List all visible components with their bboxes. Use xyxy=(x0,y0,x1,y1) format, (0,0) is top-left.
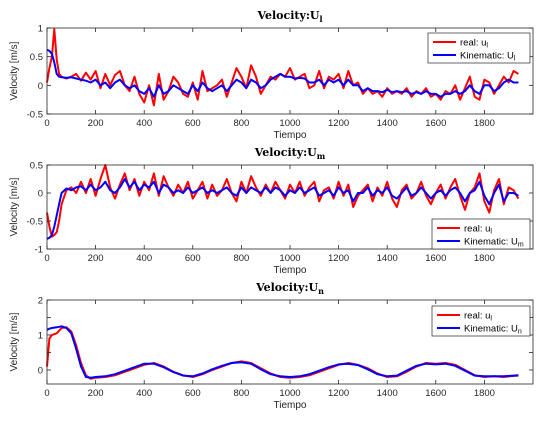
y-tick-label: 0 xyxy=(38,366,43,377)
y-tick-label: 0.5 xyxy=(30,52,43,63)
y-tick-label: -0.5 xyxy=(27,217,43,228)
x-axis-label: Tiempo xyxy=(274,265,307,276)
x-tick-label: 1800 xyxy=(474,253,495,264)
chart-title: Velocity:Un xyxy=(255,281,324,296)
y-tick-label: 0.5 xyxy=(30,161,43,172)
chart-1: 0 200 400 600 800 1000 1200 1400 1600 1800-0.500.… xyxy=(9,9,534,141)
y-axis-label: Velocity [m/s] xyxy=(9,41,20,100)
x-tick-label: 0 xyxy=(44,253,49,264)
x-tick-label: 800 xyxy=(233,118,249,129)
chart-title: Velocity:Um xyxy=(254,146,326,161)
x-tick-label: 800 xyxy=(233,253,249,264)
legend-label: Kinematic: Um xyxy=(464,237,524,249)
x-tick-label: 1600 xyxy=(425,118,446,129)
x-tick-label: 200 xyxy=(88,253,104,264)
series-line-real xyxy=(46,164,520,238)
y-tick-label: -0.5 xyxy=(27,110,43,121)
x-tick-label: 1200 xyxy=(328,118,349,129)
x-tick-label: 1000 xyxy=(279,118,300,129)
x-tick-label: 1200 xyxy=(328,253,349,264)
x-tick-label: 400 xyxy=(136,253,152,264)
y-tick-label: 2 xyxy=(38,296,43,307)
x-tick-label: 0 xyxy=(44,388,49,399)
y-tick-label: 0 xyxy=(38,189,43,200)
series-line-kinematic xyxy=(46,325,519,379)
x-tick-label: 200 xyxy=(88,388,104,399)
x-tick-label: 600 xyxy=(185,118,201,129)
x-tick-label: 200 xyxy=(88,118,104,129)
legend-label: real: ul xyxy=(464,311,492,323)
chart-2: 0 200 400 600 800 1000 1200 1400 1600 1800 -1 -0.5 0… xyxy=(9,146,534,276)
y-tick-label: -1 xyxy=(35,245,43,256)
x-axis-label: Tiempo xyxy=(274,130,307,141)
y-tick-label: 0 xyxy=(38,81,43,92)
x-tick-label: 1600 xyxy=(425,388,446,399)
chart-title: Velocity:Ul xyxy=(256,9,322,24)
x-tick-label: 800 xyxy=(233,388,249,399)
legend-box xyxy=(431,305,531,337)
legend-label: real: ul xyxy=(460,38,488,50)
y-axis-label: Velocity [m/s] xyxy=(9,312,20,371)
y-axis-label: Velocity [m/s] xyxy=(9,177,20,236)
x-axis-label: Tiempo xyxy=(274,400,307,411)
x-tick-label: 600 xyxy=(185,253,201,264)
x-tick-label: 1000 xyxy=(279,253,300,264)
x-tick-label: 600 xyxy=(185,388,201,399)
y-tick-label: 1 xyxy=(38,331,43,342)
y-tick-label: 1 xyxy=(38,24,43,35)
x-tick-label: 1200 xyxy=(328,388,349,399)
chart-3: 0 200 400 600 800 1000 1200 1400 1600 1800 0 1 2 Velo… xyxy=(9,281,534,411)
legend-box xyxy=(427,32,531,64)
x-tick-label: 1400 xyxy=(377,253,398,264)
legend-label: Kinematic: Un xyxy=(464,324,522,336)
x-tick-label: 1600 xyxy=(425,253,446,264)
x-tick-label: 1400 xyxy=(377,388,398,399)
legend-label: Kinematic: Ul xyxy=(460,51,516,63)
x-tick-label: 1800 xyxy=(474,118,495,129)
series-line-kinematic xyxy=(46,178,519,240)
x-tick-label: 0 xyxy=(44,118,49,129)
series-line-kinematic xyxy=(46,48,519,98)
x-tick-label: 1000 xyxy=(279,388,300,399)
x-tick-label: 1800 xyxy=(474,388,495,399)
x-tick-label: 400 xyxy=(136,388,152,399)
legend-box xyxy=(431,218,531,250)
legend-label: real: ul xyxy=(464,224,492,236)
x-tick-label: 1400 xyxy=(377,118,398,129)
x-tick-label: 400 xyxy=(136,118,152,129)
